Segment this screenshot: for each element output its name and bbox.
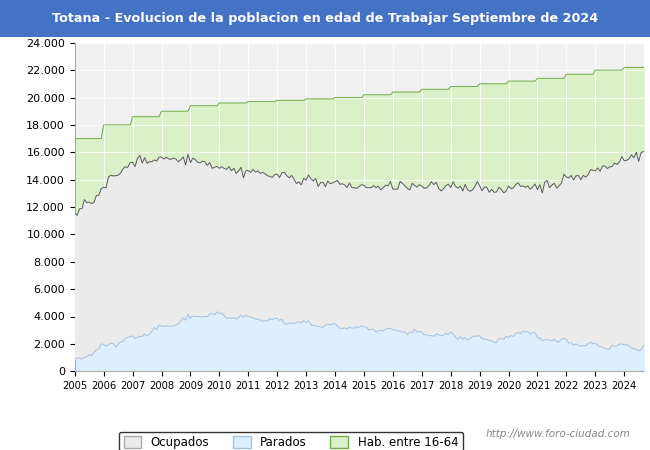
Text: http://www.foro-ciudad.com: http://www.foro-ciudad.com — [486, 429, 630, 439]
Legend: Ocupados, Parados, Hab. entre 16-64: Ocupados, Parados, Hab. entre 16-64 — [119, 432, 463, 450]
Text: Totana - Evolucion de la poblacion en edad de Trabajar Septiembre de 2024: Totana - Evolucion de la poblacion en ed… — [52, 12, 598, 25]
